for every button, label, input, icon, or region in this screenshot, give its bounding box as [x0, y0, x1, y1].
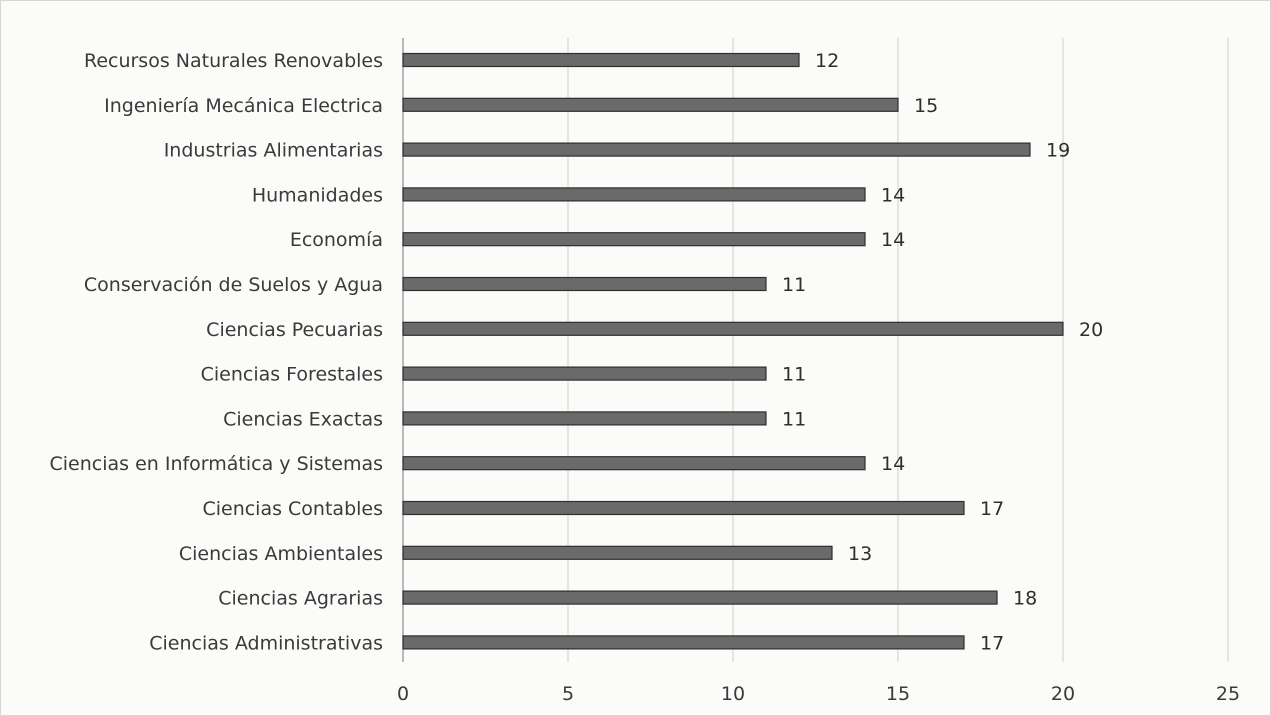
- bar: [402, 187, 866, 202]
- gridlines: [402, 38, 1229, 662]
- x-tick-label: 20: [1051, 683, 1075, 705]
- bar: [402, 411, 767, 426]
- category-label: Ciencias Agrarias: [218, 588, 383, 610]
- data-label: 14: [881, 229, 905, 251]
- category-label: Ingeniería Mecánica Electrica: [104, 95, 383, 117]
- x-tick-label: 10: [721, 683, 745, 705]
- bar: [402, 590, 998, 605]
- data-label: 13: [848, 543, 872, 565]
- bar: [402, 366, 767, 381]
- data-label: 12: [815, 50, 839, 72]
- x-tick-label: 15: [886, 683, 910, 705]
- data-label: 19: [1046, 140, 1070, 162]
- data-label: 14: [881, 184, 905, 206]
- bars-group: [402, 52, 1064, 650]
- data-label: 15: [914, 95, 938, 117]
- data-label: 11: [782, 364, 806, 386]
- data-label: 20: [1079, 319, 1103, 341]
- data-label: 17: [980, 632, 1004, 654]
- bar: [402, 276, 767, 292]
- category-label: Recursos Naturales Renovables: [84, 50, 383, 72]
- data-label: 18: [1013, 588, 1037, 610]
- x-tick-label: 25: [1216, 683, 1240, 705]
- x-tick-labels: 0 5 10 15 20 25: [397, 683, 1240, 705]
- bar: [402, 545, 833, 560]
- data-label: 11: [782, 274, 806, 296]
- data-label: 14: [881, 453, 905, 475]
- category-label: Humanidades: [252, 184, 383, 206]
- category-label: Ciencias en Informática y Sistemas: [49, 453, 383, 475]
- category-label: Ciencias Pecuarias: [206, 319, 383, 341]
- bar: [402, 321, 1064, 336]
- category-label: Ciencias Contables: [202, 498, 383, 520]
- category-label: Conservación de Suelos y Agua: [84, 274, 383, 296]
- category-label: Ciencias Ambientales: [179, 543, 383, 565]
- bar: [402, 500, 965, 516]
- bar: [402, 456, 866, 471]
- bar: [402, 635, 965, 650]
- category-labels: Recursos Naturales Renovables Ingeniería …: [49, 50, 383, 654]
- x-tick-label: 5: [562, 683, 574, 705]
- data-label: 11: [782, 408, 806, 430]
- data-label: 17: [980, 498, 1004, 520]
- category-label: Ciencias Forestales: [201, 364, 383, 386]
- category-label: Economía: [290, 229, 383, 251]
- value-labels: 12 15 19 14 14 11 20 11 11 14 17 13 18 17: [782, 50, 1103, 654]
- x-tick-label: 0: [397, 683, 409, 705]
- category-label: Ciencias Exactas: [223, 408, 383, 430]
- category-label: Industrias Alimentarias: [164, 140, 383, 162]
- bar: [402, 232, 866, 247]
- bar: [402, 97, 899, 112]
- bar: [402, 142, 1031, 157]
- category-label: Ciencias Administrativas: [149, 632, 383, 654]
- bar: [402, 52, 800, 68]
